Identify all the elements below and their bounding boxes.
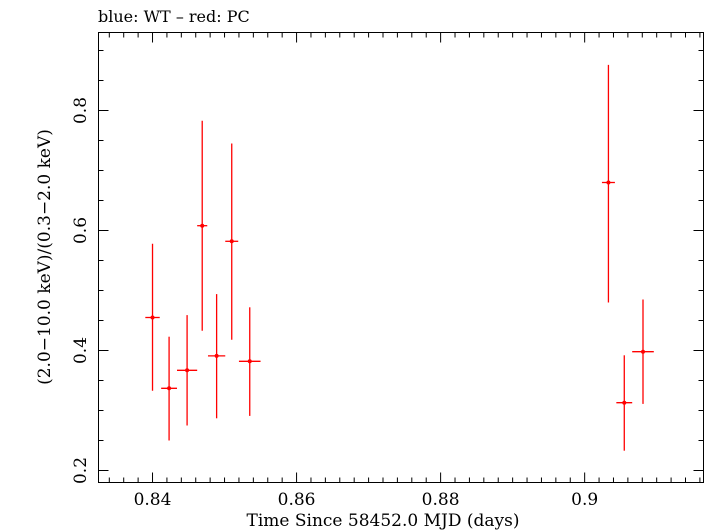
- pc-series: [145, 64, 654, 451]
- point-marker: [185, 368, 190, 373]
- y-tick-label: 0.8: [71, 97, 91, 124]
- x-axis: 0.84 0.86 0.88 0.9: [108, 32, 701, 510]
- data-point: [161, 336, 178, 441]
- point-marker: [622, 400, 627, 405]
- point-marker: [606, 180, 611, 185]
- x-tick-label: 0.84: [134, 490, 172, 510]
- y-tick-label: 0.2: [71, 457, 91, 484]
- x-tick-label: 0.9: [571, 490, 598, 510]
- point-marker: [229, 239, 234, 244]
- data-point: [616, 355, 633, 451]
- y-axis: 0.2 0.4 0.6 0.8: [71, 50, 704, 484]
- point-marker: [167, 386, 172, 391]
- data-point: [177, 315, 198, 426]
- point-marker: [200, 223, 205, 228]
- x-tick-label: 0.88: [422, 490, 460, 510]
- point-marker: [214, 353, 219, 358]
- y-axis-title: (2.0−10.0 keV)/(0.3−2.0 keV): [35, 129, 55, 385]
- y-tick-label: 0.4: [71, 337, 91, 364]
- data-point: [601, 64, 615, 303]
- plot-frame: [98, 32, 704, 483]
- point-marker: [247, 359, 252, 364]
- data-point: [207, 294, 226, 419]
- x-tick-label: 0.86: [278, 490, 316, 510]
- chart-title: blue: WT – red: PC: [98, 7, 250, 26]
- data-point: [145, 243, 160, 391]
- data-point: [632, 299, 654, 404]
- data-point: [197, 120, 208, 331]
- point-marker: [150, 315, 155, 320]
- point-marker: [641, 349, 645, 354]
- x-axis-title: Time Since 58452.0 MJD (days): [247, 511, 520, 531]
- data-point: [225, 143, 239, 340]
- y-tick-label: 0.6: [71, 217, 91, 244]
- data-point: [238, 307, 261, 416]
